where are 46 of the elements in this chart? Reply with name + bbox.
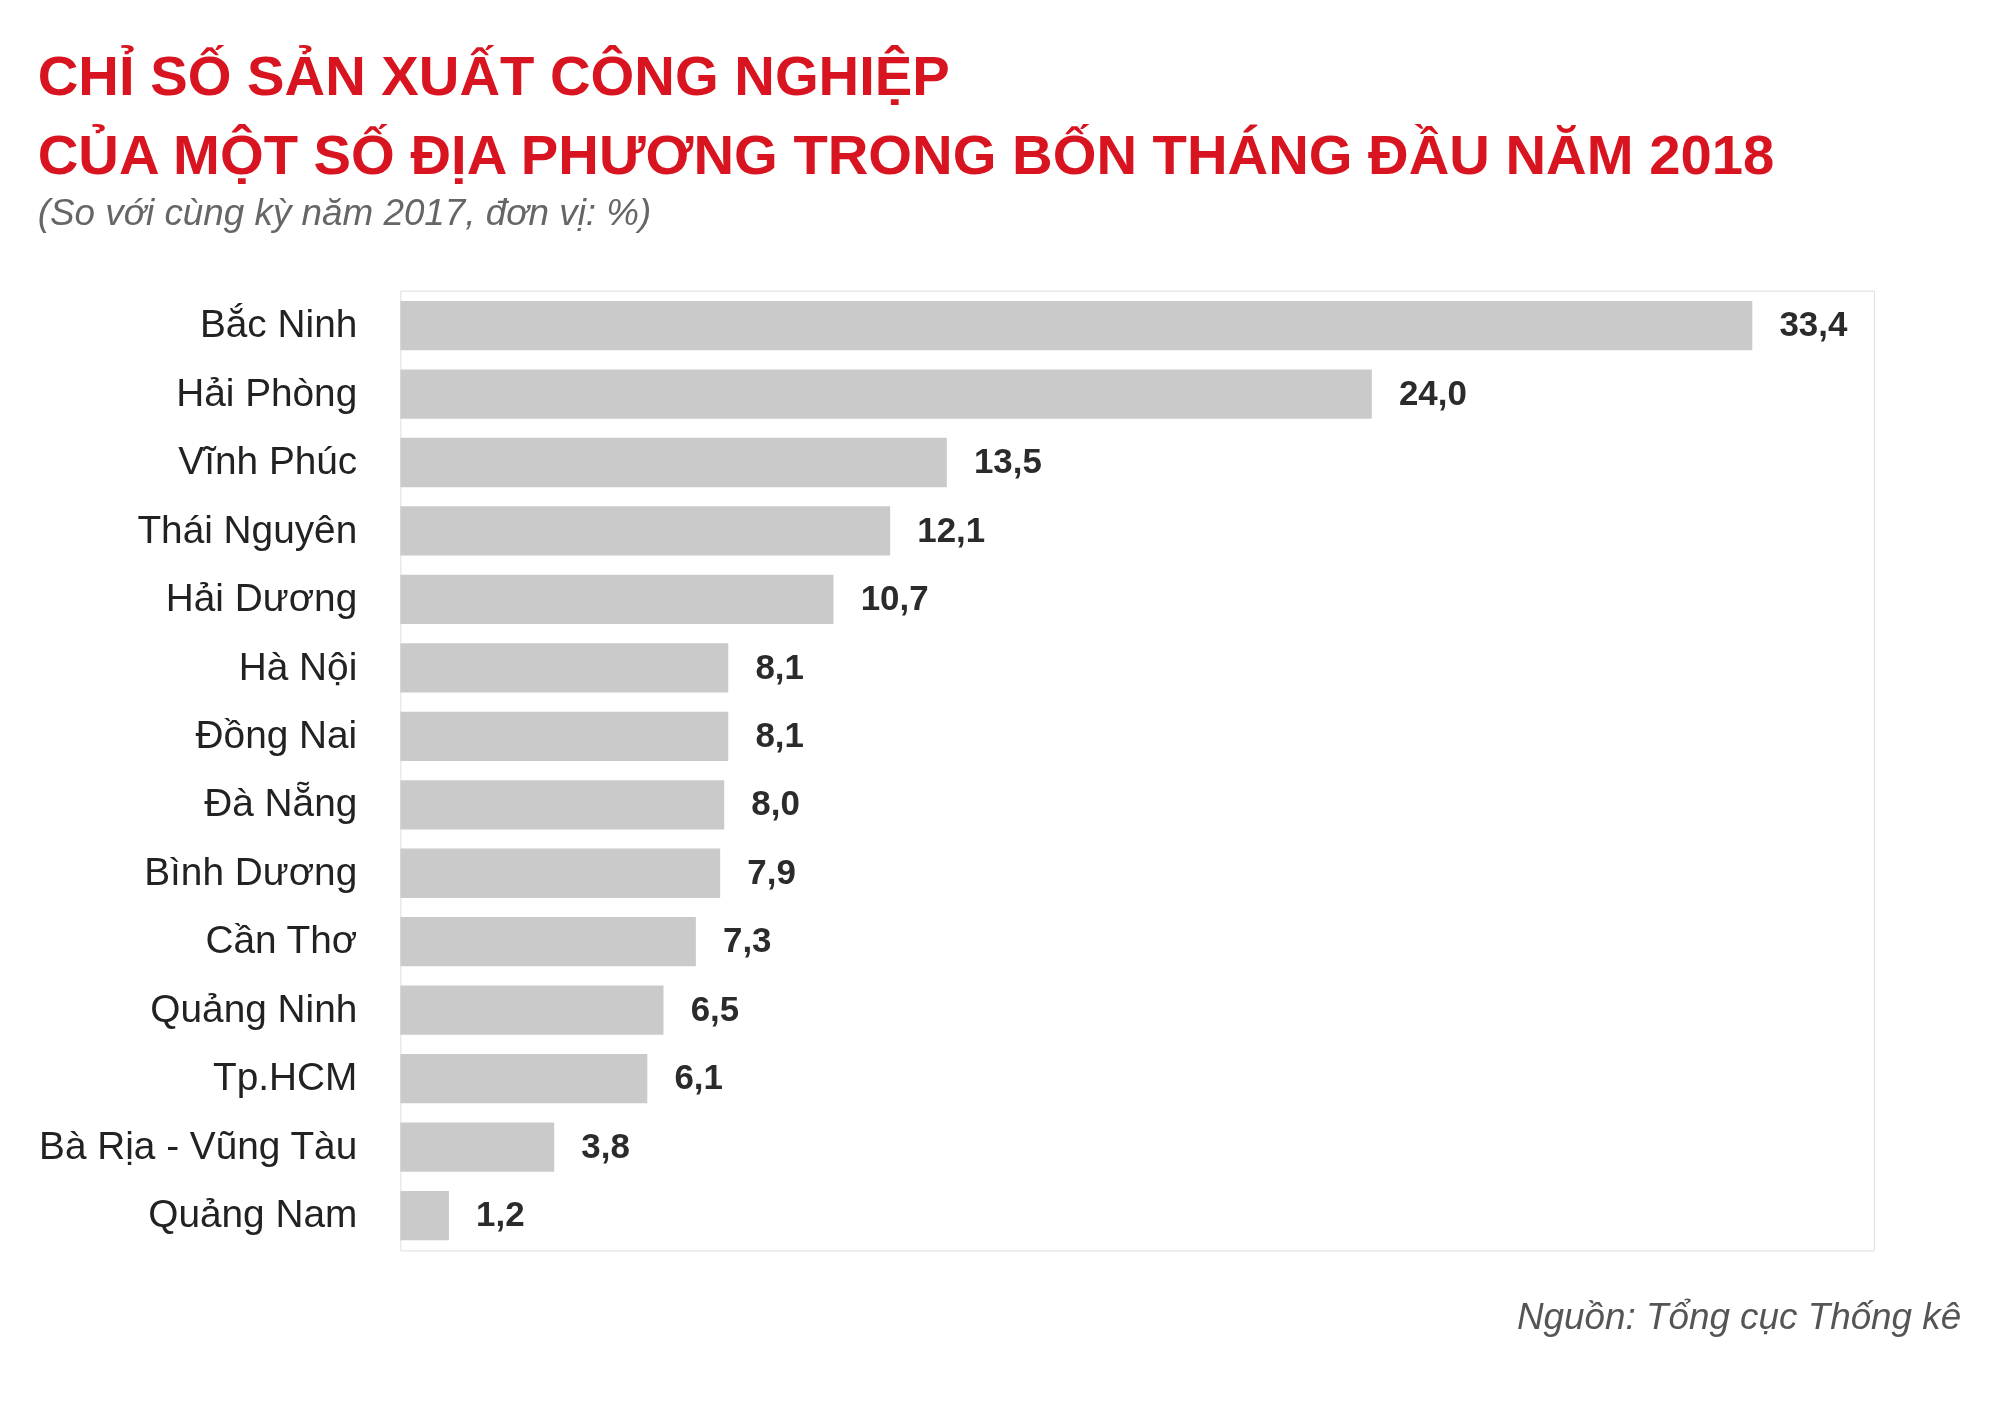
data-label: 8,0 bbox=[751, 783, 800, 823]
bar bbox=[400, 574, 834, 625]
bar bbox=[400, 437, 947, 488]
data-label: 8,1 bbox=[755, 715, 804, 755]
bar bbox=[400, 1122, 555, 1172]
y-tick-label: Hải Dương bbox=[165, 576, 358, 620]
data-label: 6,5 bbox=[690, 988, 740, 1028]
bar bbox=[400, 1190, 449, 1241]
data-label: 13,5 bbox=[973, 441, 1042, 481]
text: CHỈ SỐ SẢN XUẤT CÔNG NGHIỆP bbox=[37, 43, 950, 107]
data-label: 1,2 bbox=[476, 1194, 525, 1234]
y-tick-label: Quảng Nam bbox=[148, 1192, 358, 1236]
data-label: 3,8 bbox=[581, 1125, 630, 1165]
y-tick-label: Tp.HCM bbox=[212, 1055, 358, 1099]
data-label: 7,3 bbox=[723, 920, 772, 960]
y-tick-label: Vĩnh Phúc bbox=[178, 439, 358, 483]
bar bbox=[400, 300, 1753, 351]
bar bbox=[400, 711, 729, 761]
y-tick-label: Bà Rịa - Vũng Tàu bbox=[39, 1123, 358, 1167]
y-tick-label: Đồng Nai bbox=[195, 712, 358, 756]
data-label: 33,4 bbox=[1779, 304, 1848, 344]
data-label: 12,1 bbox=[917, 509, 986, 549]
y-tick-label: Đà Nẵng bbox=[204, 781, 358, 825]
y-tick-label: Bình Dương bbox=[144, 849, 358, 893]
bar bbox=[400, 848, 721, 898]
text: Nguồn: Tổng cục Thống kê bbox=[1516, 1295, 1962, 1337]
data-label: 24,0 bbox=[1398, 372, 1467, 412]
text: CỦA MỘT SỐ ĐỊA PHƯƠNG TRONG BỐN THÁNG ĐẦU NĂM 2018 bbox=[37, 123, 1775, 187]
data-label: 7,9 bbox=[747, 851, 796, 891]
y-tick-label: Hải Phòng bbox=[176, 370, 358, 414]
bar bbox=[400, 917, 696, 967]
bar bbox=[400, 985, 664, 1035]
y-tick-label: Bắc Ninh bbox=[199, 302, 358, 346]
bar bbox=[400, 1053, 648, 1104]
bar bbox=[400, 780, 725, 830]
bar bbox=[400, 369, 1372, 419]
y-tick-label: Hà Nội bbox=[238, 644, 358, 688]
y-tick-label: Quảng Ninh bbox=[150, 986, 358, 1030]
y-tick-label: Cần Thơ bbox=[205, 918, 358, 962]
chart-subtitle: (So với cùng kỳ năm 2017, đơn vị: %) bbox=[37, 191, 652, 233]
y-tick-label: Thái Nguyên bbox=[137, 507, 358, 551]
bar bbox=[400, 643, 729, 693]
data-label: 8,1 bbox=[755, 646, 804, 686]
bar bbox=[400, 506, 891, 556]
data-label: 6,1 bbox=[674, 1057, 723, 1097]
data-label: 10,7 bbox=[860, 578, 929, 618]
